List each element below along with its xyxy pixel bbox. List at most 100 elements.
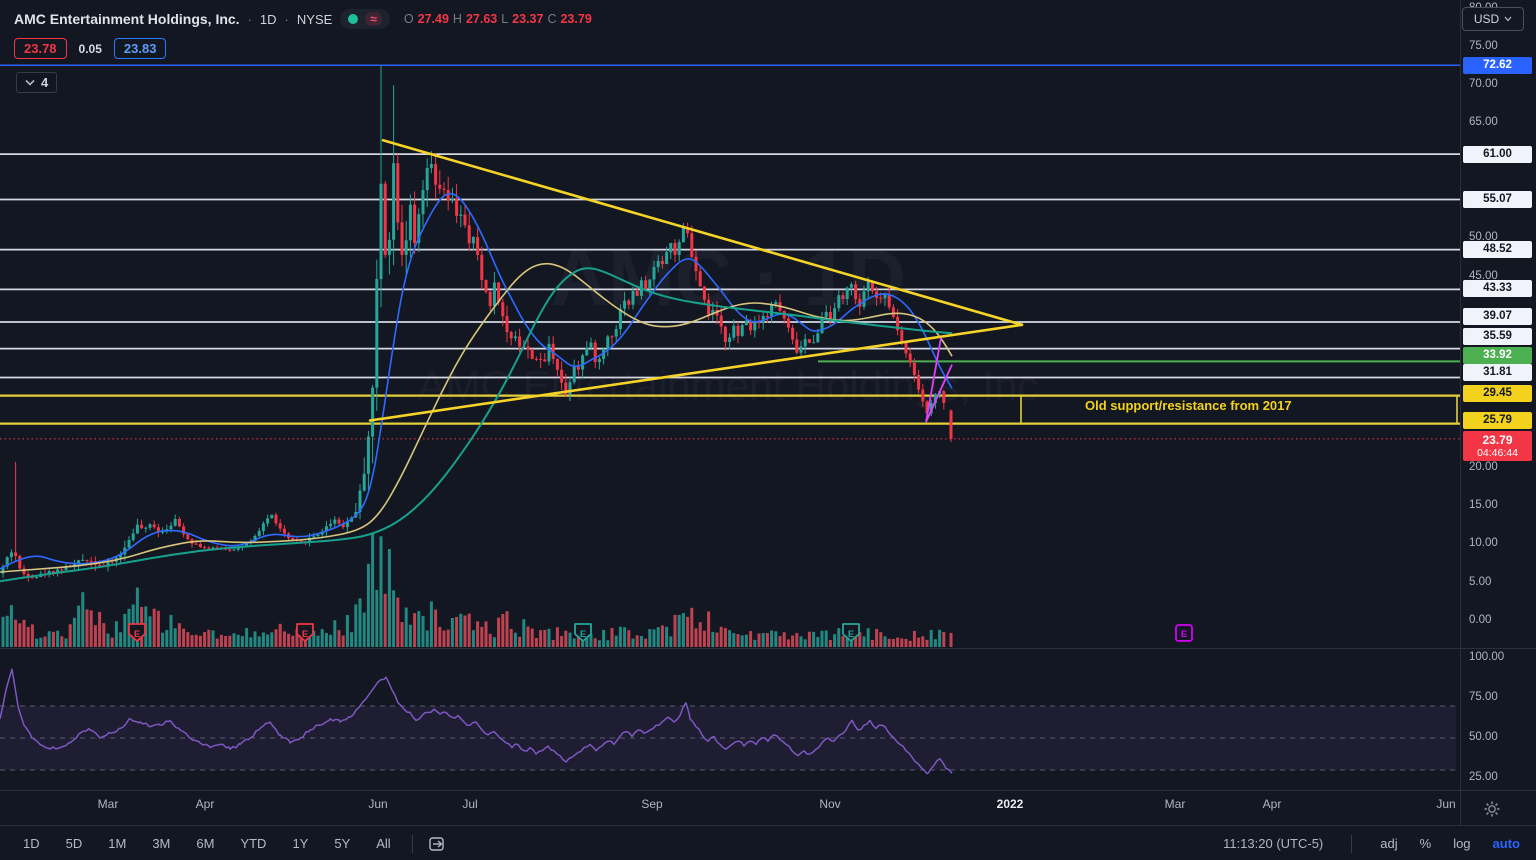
time-axis-label: Jun [1436,797,1456,811]
go-to-date-icon[interactable] [427,834,448,854]
candle-body [207,547,211,549]
earnings-marker[interactable]: E [296,623,314,642]
toolbar-toggle-auto[interactable]: auto [1492,836,1520,851]
earnings-marker[interactable]: E [574,623,592,642]
trendline[interactable] [381,139,1024,327]
volume-bar [207,629,211,647]
status-pill[interactable]: ≈ [340,9,390,29]
earnings-icon [128,623,146,642]
symbol-title[interactable]: AMC Entertainment Holdings, Inc. [14,11,240,27]
range-button-1y[interactable]: 1Y [292,835,309,851]
earnings-marker[interactable]: E [842,623,860,642]
volume-bar [379,536,383,647]
volume-bar [602,629,606,647]
indicators-collapse-button[interactable]: 4 [16,72,58,93]
range-button-5d[interactable]: 5D [65,835,83,851]
candle-body [949,410,953,439]
range-button-1d[interactable]: 1D [23,835,40,851]
candle-body [413,204,417,243]
range-button-6m[interactable]: 6M [196,835,215,851]
candle-body [85,559,89,561]
volume-bar [228,635,232,647]
chart-annotation[interactable]: Old support/resistance from 2017 [1085,398,1292,413]
candle-body [51,571,55,573]
price-scale[interactable]: USD 80.0075.0070.0065.0050.0045.0020.001… [1460,0,1536,790]
candle-body [186,534,190,540]
candle-body [253,536,257,541]
earnings-marker[interactable]: E [1175,624,1193,642]
candle-body [152,524,156,528]
candle-body [686,227,690,234]
range-button-all[interactable]: All [376,835,391,851]
toolbar-toggle-adj[interactable]: adj [1380,836,1398,851]
toolbar-toggle-log[interactable]: log [1453,836,1471,851]
volume-bar [270,632,274,647]
exchange-label[interactable]: NYSE [296,11,333,27]
currency-dropdown[interactable]: USD [1462,7,1524,31]
volume-bar [169,615,173,647]
support-zone-box[interactable] [1020,394,1458,425]
time-axis-label: 2022 [996,797,1024,811]
earnings-letter: E [580,629,586,640]
candle-body [904,342,908,354]
earnings-letter: E [134,629,140,640]
candle-body [236,547,240,550]
candle-body [30,577,34,579]
candle-body [606,336,610,349]
earnings-icon [296,623,314,642]
candle-body [333,519,337,524]
volume-bar [35,638,39,647]
earnings-marker[interactable]: E [128,623,146,642]
high-value: 27.63 [465,12,498,26]
candle-body [144,527,148,529]
candle-body [690,233,694,257]
volume-bar [467,613,471,647]
time-axis[interactable]: Mar Apr Jun Jul Sep Nov 2022 Mar Apr Jun [0,790,1536,826]
volume-bar [686,616,690,647]
volume-bar [807,631,811,647]
volume-bar [354,604,358,647]
candle-body [560,369,564,383]
toolbar-toggle-percent[interactable]: % [1419,836,1432,851]
volume-bar [883,636,887,647]
volume-bar [732,633,736,647]
volume-bar [837,628,841,647]
range-button-1m[interactable]: 1M [108,835,127,851]
clock[interactable]: 11:13:20 (UTC-5) [1223,836,1324,851]
candle-body [308,537,312,543]
ask-button[interactable]: 23.83 [113,38,167,59]
volume-bar [866,628,870,647]
timeframe-label[interactable]: 1D [259,11,277,27]
candle-body [408,204,412,241]
candle-body [749,320,753,331]
zigzag-line[interactable] [925,337,953,423]
candle-body [429,164,433,168]
range-button-5y[interactable]: 5Y [334,835,351,851]
candle-body [933,394,937,403]
volume-bar [295,629,299,647]
bid-button[interactable]: 23.78 [14,38,67,59]
price-level-label: 48.52 [1463,241,1532,259]
volume-bar [702,630,706,647]
range-button-ytd[interactable]: YTD [240,835,267,851]
candle-body [270,514,274,519]
candle-body [177,519,181,527]
rsi-tick: 50.00 [1469,731,1498,743]
candle-body [509,332,513,339]
gear-icon[interactable] [1483,800,1501,818]
high-label: H [452,12,462,26]
volume-bar [123,613,127,647]
candle-body [849,284,853,288]
range-button-3m[interactable]: 3M [152,835,171,851]
candle-body [942,391,946,403]
candle-body [534,358,538,360]
volume-bar [828,639,832,647]
candle-body [35,577,39,578]
candle-body [203,547,207,548]
candle-body [291,538,295,540]
volume-bar [429,601,433,647]
trendline[interactable] [368,323,1024,422]
candle-body [707,299,711,315]
price-tick: 50.00 [1469,231,1498,244]
